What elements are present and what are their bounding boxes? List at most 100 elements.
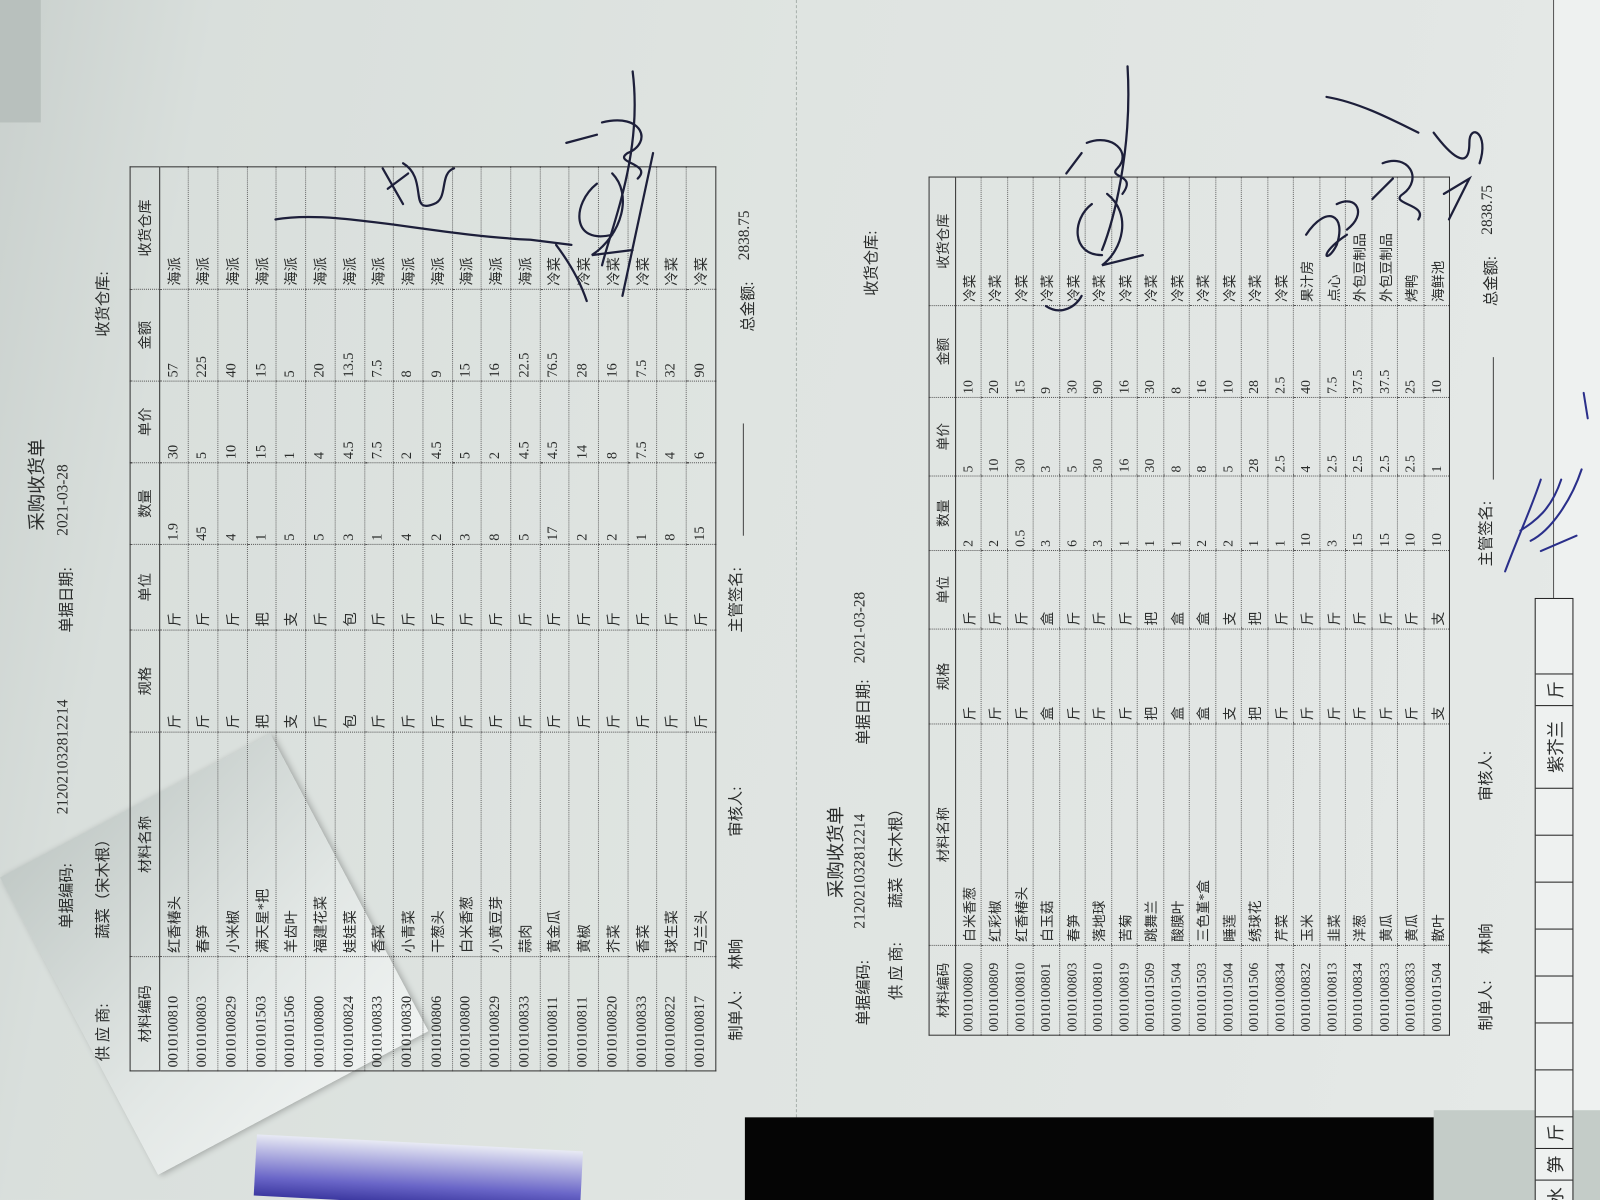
table-cell: 4 <box>393 462 423 545</box>
table-cell: 外包豆制品 <box>1371 177 1398 306</box>
total-label: 总金额: <box>1483 255 1500 307</box>
table-cell: 4.5 <box>510 381 540 463</box>
table-cell: 5 <box>1059 397 1086 477</box>
table-cell: 8 <box>1189 397 1216 477</box>
table-cell: 90 <box>686 289 716 382</box>
table-cell: 斤 <box>188 630 218 733</box>
table-cell: 6 <box>1059 476 1086 551</box>
table-cell: 斤 <box>422 630 453 733</box>
table-cell: 斤 <box>364 544 394 631</box>
table-row: 0010101506 绣球花把把 1 28 28 冷菜 <box>1241 177 1268 1036</box>
table-cell: 白米香葱 <box>955 723 982 946</box>
column-header: 金额 <box>130 289 160 382</box>
table-cell: 芹菜 <box>1267 723 1294 946</box>
table-cell: 7.5 <box>364 289 394 382</box>
table-header-row: 材料编码 材料名称 规格 单位 数量 单价 金额 收货仓库 <box>130 166 160 1071</box>
table-row: 0010100833 香菜斤斤 1 7.5 7.5 冷菜 <box>627 166 658 1071</box>
dark-surface <box>744 1117 1439 1200</box>
table-cell: 斤 <box>1371 629 1398 724</box>
table-row: 0010101503 三色堇*盒盒盒 2 8 16 冷菜 <box>1189 177 1216 1036</box>
table-row: 0010100809 红彩椒斤斤 2 10 20 冷菜 <box>981 177 1008 1036</box>
table-cell: 羊齿叶 <box>276 732 306 957</box>
table-cell: 28 <box>569 289 599 382</box>
table-row: 0010100830 小青菜斤斤 4 2 8 海派 <box>393 166 423 1071</box>
strip-cell: 紫芥兰 <box>1535 705 1573 788</box>
table-cell: 红彩椒 <box>981 723 1008 946</box>
column-header: 单位 <box>130 544 160 631</box>
table-cell: 8 <box>481 462 511 545</box>
table-cell: 0010100819 <box>1111 945 1138 1036</box>
column-header: 收货仓库 <box>929 177 956 306</box>
table-cell: 2 <box>981 476 1008 551</box>
table-cell: 0010101503 <box>1189 945 1216 1036</box>
table-cell: 2.5 <box>1267 397 1294 477</box>
table-cell: 22.5 <box>510 289 540 382</box>
table-cell: 小米椒 <box>217 732 248 957</box>
table-cell: 30 <box>1137 305 1164 398</box>
table-cell: 冷菜 <box>686 166 716 290</box>
desk-surface <box>1433 1110 1600 1200</box>
receipt-form-left: 采购收货单 单据编码: 212021032812214 单据日期: 2021-0… <box>10 61 786 1081</box>
table-cell: 白玉菇 <box>1033 723 1060 946</box>
table-cell: 0010100806 <box>422 956 453 1071</box>
manager-label: 主管签名: <box>728 567 745 633</box>
table-cell: 盒 <box>1189 629 1216 724</box>
table-cell: 把 <box>247 544 277 631</box>
column-header: 数量 <box>929 476 956 551</box>
table-cell: 0010100813 <box>1319 945 1346 1036</box>
table-cell: 0010100817 <box>686 956 716 1071</box>
table-cell: 10 <box>1423 305 1450 398</box>
table-row: 0010100800 白米香葱斤斤 3 5 15 海派 <box>452 166 482 1071</box>
background-paper <box>0 0 41 123</box>
table-cell: 57 <box>159 289 189 382</box>
table-cell: 红香椿头 <box>159 732 189 957</box>
table-cell: 斤 <box>1267 629 1294 724</box>
table-cell: 0010100830 <box>393 956 423 1071</box>
table-cell: 斤 <box>955 629 982 724</box>
table-cell: 斤 <box>1085 629 1112 724</box>
table-cell: 5 <box>276 289 306 382</box>
items-table: 材料编码 材料名称 规格 单位 数量 单价 金额 收货仓库 0010100810 红香椿头斤斤 1.… <box>129 166 717 1072</box>
table-cell: 斤 <box>539 544 570 631</box>
table-cell: 斤 <box>1345 629 1372 724</box>
table-cell: 10 <box>1397 476 1424 551</box>
table-cell: 冷菜 <box>1085 177 1112 306</box>
table-cell: 冷菜 <box>1241 177 1268 306</box>
table-cell: 2.5 <box>1267 305 1294 398</box>
table-cell: 支 <box>276 630 306 733</box>
table-cell: 红香椿头 <box>1007 723 1034 946</box>
table-cell: 海派 <box>393 166 423 290</box>
table-cell: 斤 <box>510 630 540 733</box>
maker-name: 林晌 <box>728 938 745 970</box>
table-cell: 冷菜 <box>1189 177 1216 306</box>
table-cell: 把 <box>247 630 277 733</box>
table-row: 0010100803 春笋斤斤 45 5 225 海派 <box>188 166 218 1071</box>
table-cell: 满天星*把 <box>247 732 277 957</box>
table-cell: 0010100829 <box>217 956 248 1071</box>
table-cell: 斤 <box>539 630 570 733</box>
table-cell: 14 <box>569 381 599 463</box>
table-cell: 散叶 <box>1423 723 1450 946</box>
table-cell: 8 <box>1163 305 1190 398</box>
table-cell: 5 <box>955 397 982 477</box>
table-cell: 2.5 <box>1371 397 1398 477</box>
table-cell: 5 <box>305 462 336 545</box>
table-cell: 0010100833 <box>510 956 540 1071</box>
table-cell: 4.5 <box>422 381 453 463</box>
table-cell: 1 <box>1137 476 1164 551</box>
table-row: 0010100810 红香椿头斤斤 1.9 30 57 海派 <box>159 166 189 1071</box>
table-cell: 斤 <box>1111 550 1138 630</box>
table-cell: 三色堇*盒 <box>1189 723 1216 946</box>
table-cell: 斤 <box>217 544 248 631</box>
table-cell: 4.5 <box>539 381 570 463</box>
table-cell: 斤 <box>1345 550 1372 630</box>
table-cell: 30 <box>159 381 189 463</box>
table-cell: 支 <box>276 544 306 631</box>
table-cell: 15 <box>686 462 716 545</box>
table-cell: 斤 <box>627 544 658 631</box>
table-cell: 5 <box>188 381 218 463</box>
table-cell: 0010100803 <box>188 956 218 1071</box>
table-cell: 28 <box>1241 305 1268 398</box>
table-cell: 芥菜 <box>598 732 628 957</box>
table-cell: 盒 <box>1033 629 1060 724</box>
